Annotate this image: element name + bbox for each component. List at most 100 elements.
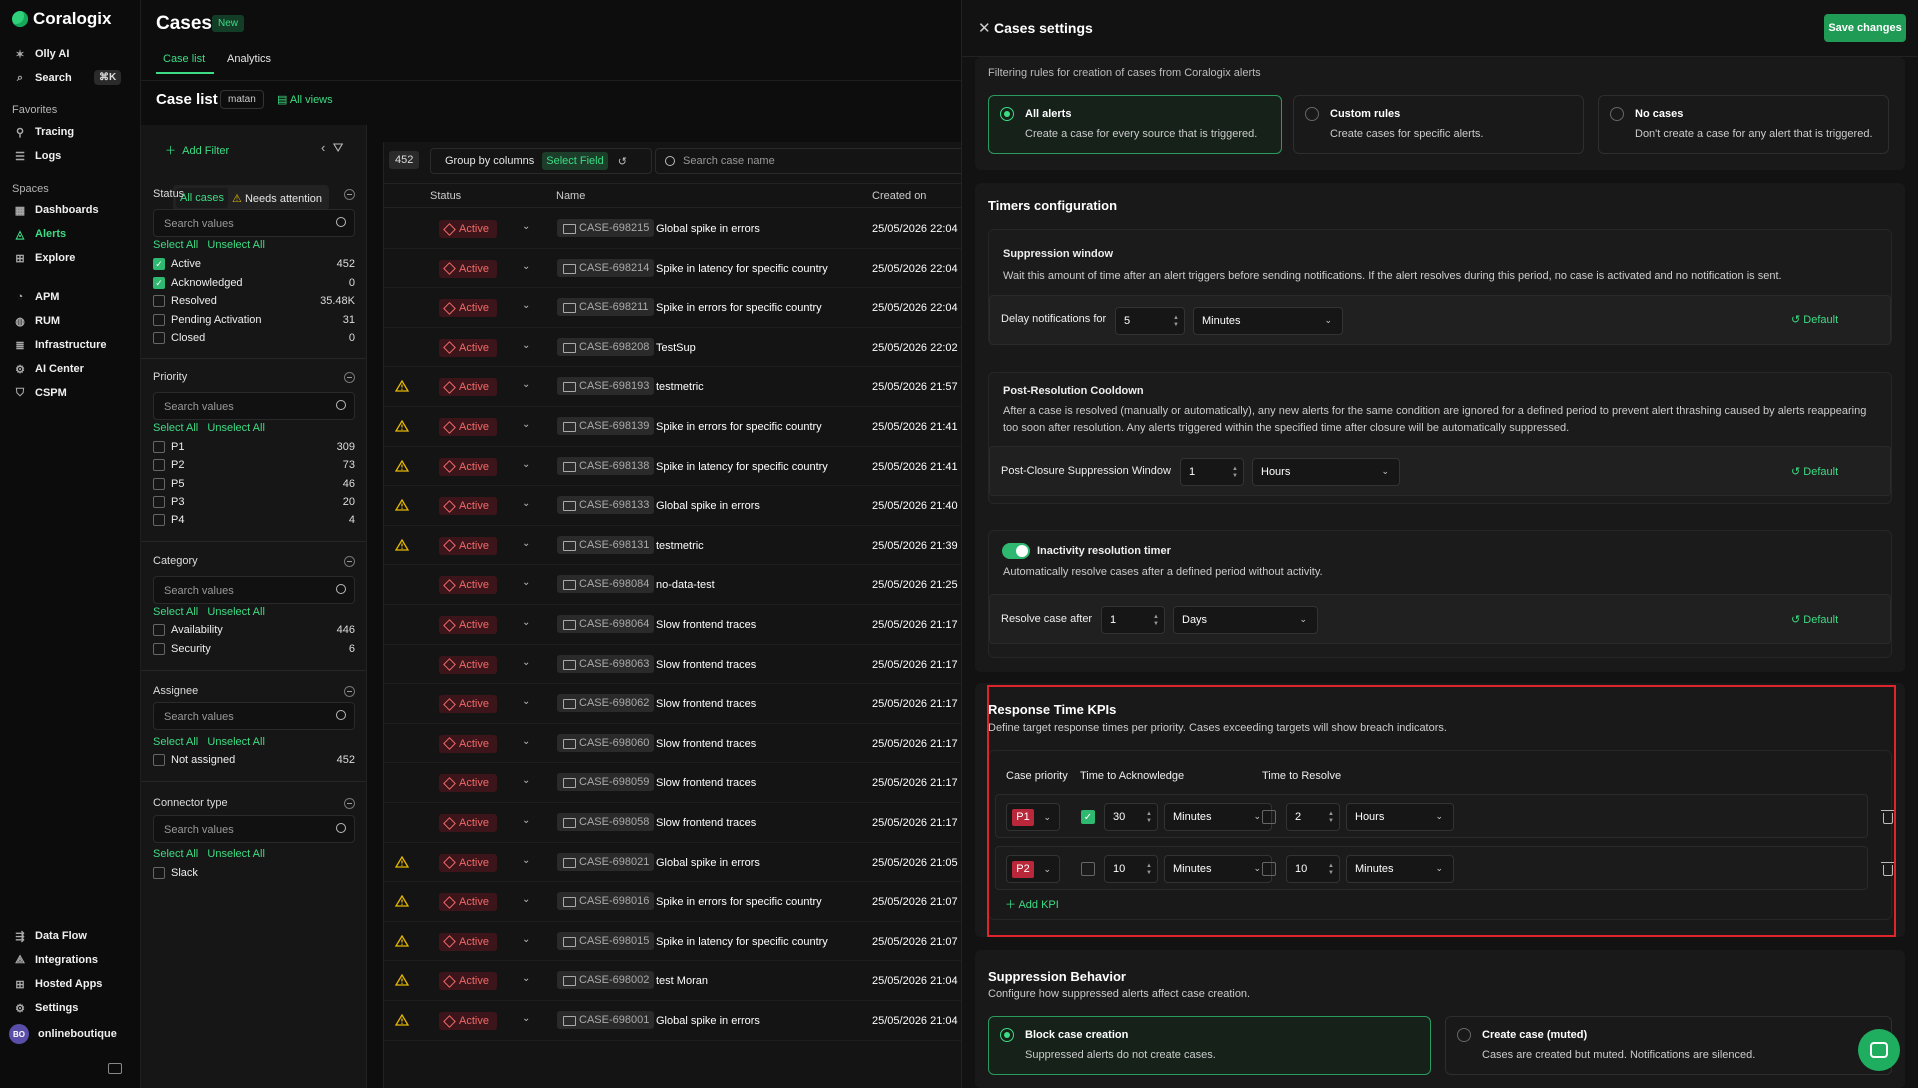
case-name[interactable]: Spike in latency for specific country [656,262,828,275]
chevron-down-icon[interactable]: ⌄ [522,617,531,628]
stepper-icon[interactable]: ▲ ▼ [1146,811,1152,824]
case-name[interactable]: Global spike in errors [656,856,760,869]
filter-option-p2[interactable]: P2 73 [153,459,355,471]
checkbox[interactable] [153,496,165,508]
column-status[interactable]: Status [430,190,462,202]
resolve-checkbox[interactable] [1262,810,1276,824]
case-id[interactable]: CASE-698193 [557,377,655,396]
group-by-control[interactable]: Group by columns Select Field ↺ [430,148,652,174]
collapse-sidebar-icon[interactable] [108,1063,122,1074]
delay-unit-select[interactable]: Minutes ⌄ [1193,307,1343,335]
filter-option-pending[interactable]: Pending Activation 31 [153,314,355,326]
chevron-down-icon[interactable]: ⌄ [522,973,531,985]
case-id[interactable]: CASE-698015 [557,931,655,950]
chevron-down-icon[interactable]: ⌄ [522,577,531,589]
chevron-down-icon[interactable]: ⌄ [522,537,531,549]
filter-option-active[interactable]: ✓ Active 452 [153,258,355,270]
stepper-icon[interactable]: ▲ ▼ [1146,863,1152,876]
radio[interactable] [1457,1028,1471,1042]
assignee-search-input[interactable]: Search values [153,702,355,730]
cooldown-default-button[interactable]: ↺ Default [1791,466,1839,478]
close-icon[interactable]: ✕ [978,20,991,37]
add-kpi-button[interactable]: ＋ Add KPI [1005,899,1059,911]
nav-infrastructure[interactable]: ≣ Infrastructure [14,339,106,352]
priority-search-input[interactable]: Search values [153,392,355,420]
radio[interactable] [1305,107,1319,121]
checkbox[interactable] [153,867,165,879]
cooldown-unit-select[interactable]: Hours ⌄ [1252,458,1400,486]
category-unselect-all[interactable]: Unselect All [207,606,265,618]
priority-select-all[interactable]: Select All [153,422,199,434]
case-id[interactable]: CASE-698211 [557,298,654,317]
nav-dashboards[interactable]: ▦ Dashboards [14,204,99,217]
option-create-case-muted[interactable]: Create case (muted) Cases are created bu… [1445,1016,1892,1075]
filter-option-p1[interactable]: P1 309 [153,441,355,453]
radio-selected[interactable] [1000,107,1014,121]
radio[interactable] [1610,107,1624,121]
checkbox[interactable] [153,459,165,471]
nav-hosted-apps[interactable]: ⊞ Hosted Apps [14,978,102,991]
chevron-down-icon[interactable]: ⌄ [522,339,531,351]
filter-option-resolved[interactable]: Resolved 35.48K [153,295,355,307]
case-name[interactable]: testmetric [656,381,704,394]
status-search-input[interactable]: Search values [153,209,355,237]
delay-value-input[interactable]: 5 ▲ ▼ [1115,307,1185,335]
table-row[interactable]: Active ⌄ CASE-698138 Spike in latency for s… [384,447,961,487]
ack-checkbox[interactable]: ✓ [1081,810,1095,824]
table-row[interactable]: Active ⌄ CASE-698215 Global spike in errors… [384,209,961,249]
resolve-value-input[interactable]: 1 ▲ ▼ [1101,606,1165,634]
case-name[interactable]: Global spike in errors [656,1015,760,1027]
priority-collapse-icon[interactable] [344,372,355,383]
filter-option-p3[interactable]: P3 20 [153,496,355,508]
connector-search-input[interactable]: Search values [153,815,355,843]
scope-all-cases[interactable]: All cases [176,188,229,208]
ack-unit-select[interactable]: Minutes ⌄ [1164,803,1272,831]
inactivity-toggle[interactable] [1002,543,1030,559]
case-name[interactable]: Spike in errors for specific country [656,896,822,909]
nav-logs[interactable]: ☰ Logs [14,150,61,163]
case-name[interactable]: TestSup [656,341,696,354]
option-no-cases[interactable]: No cases Don't create a case for any ale… [1598,95,1889,154]
connector-unselect-all[interactable]: Unselect All [207,848,265,860]
case-name[interactable]: Slow frontend traces [656,737,757,750]
assignee-unselect-all[interactable]: Unselect All [207,736,265,748]
ack-value-input[interactable]: 10 ▲ ▼ [1104,855,1158,883]
option-block-case-creation[interactable]: Block case creation Suppressed alerts do… [988,1016,1431,1075]
option-all-alerts[interactable]: All alerts Create a case for every sourc… [988,95,1282,154]
case-name[interactable]: Slow frontend traces [656,698,757,711]
case-id[interactable]: CASE-698063 [557,654,655,673]
checkbox[interactable] [153,754,165,766]
case-id[interactable]: CASE-698064 [557,615,655,633]
chat-support-button[interactable] [1858,1029,1900,1071]
checkbox-checked-icon[interactable]: ✓ [153,258,165,270]
resolve-checkbox[interactable] [1262,862,1276,876]
connector-collapse-icon[interactable] [344,798,355,809]
table-row[interactable]: Active ⌄ CASE-698002 test Moran 25/05/2026 2… [384,961,961,1001]
case-name[interactable]: Global spike in errors [656,500,760,513]
resolve-value-input[interactable]: 2 ▲ ▼ [1286,803,1340,831]
table-row[interactable]: Active ⌄ CASE-698016 Spike in errors for sp… [384,882,961,922]
stepper-icon[interactable]: ▲ ▼ [1173,315,1179,328]
table-row[interactable]: Active ⌄ CASE-698139 Spike in errors for sp… [384,407,961,447]
cooldown-value-input[interactable]: 1 ▲ ▼ [1180,458,1244,486]
nav-olly-ai[interactable]: ✶ Olly AI [14,48,69,61]
priority-unselect-all[interactable]: Unselect All [207,422,265,434]
select-field-button[interactable]: Select Field [542,152,608,170]
all-views-link[interactable]: ▤ All views [277,94,333,106]
status-select-all[interactable]: Select All [153,239,199,251]
reset-icon[interactable]: ↺ [617,155,627,168]
ack-value-input[interactable]: 30 ▲ ▼ [1104,803,1158,831]
nav-cspm[interactable]: ⛉ CSPM [14,387,67,400]
filter-option-security[interactable]: Security 6 [153,643,355,655]
table-row[interactable]: Active ⌄ CASE-698059 Slow frontend traces 25… [384,763,961,803]
case-id[interactable]: CASE-698058 [557,813,655,831]
chevron-down-icon[interactable]: ⌄ [522,458,531,470]
nav-explore[interactable]: ⊞ Explore [14,252,75,265]
nav-rum[interactable]: ◍ RUM [14,315,60,328]
filter-option-slack[interactable]: Slack [153,867,355,879]
nav-tracing[interactable]: ⚲ Tracing [14,126,74,139]
case-id[interactable]: CASE-698215 [557,219,655,237]
chevron-down-icon[interactable]: ⌄ [522,854,531,866]
case-name[interactable]: Global spike in errors [656,223,760,235]
case-name[interactable]: no-data-test [656,579,715,592]
